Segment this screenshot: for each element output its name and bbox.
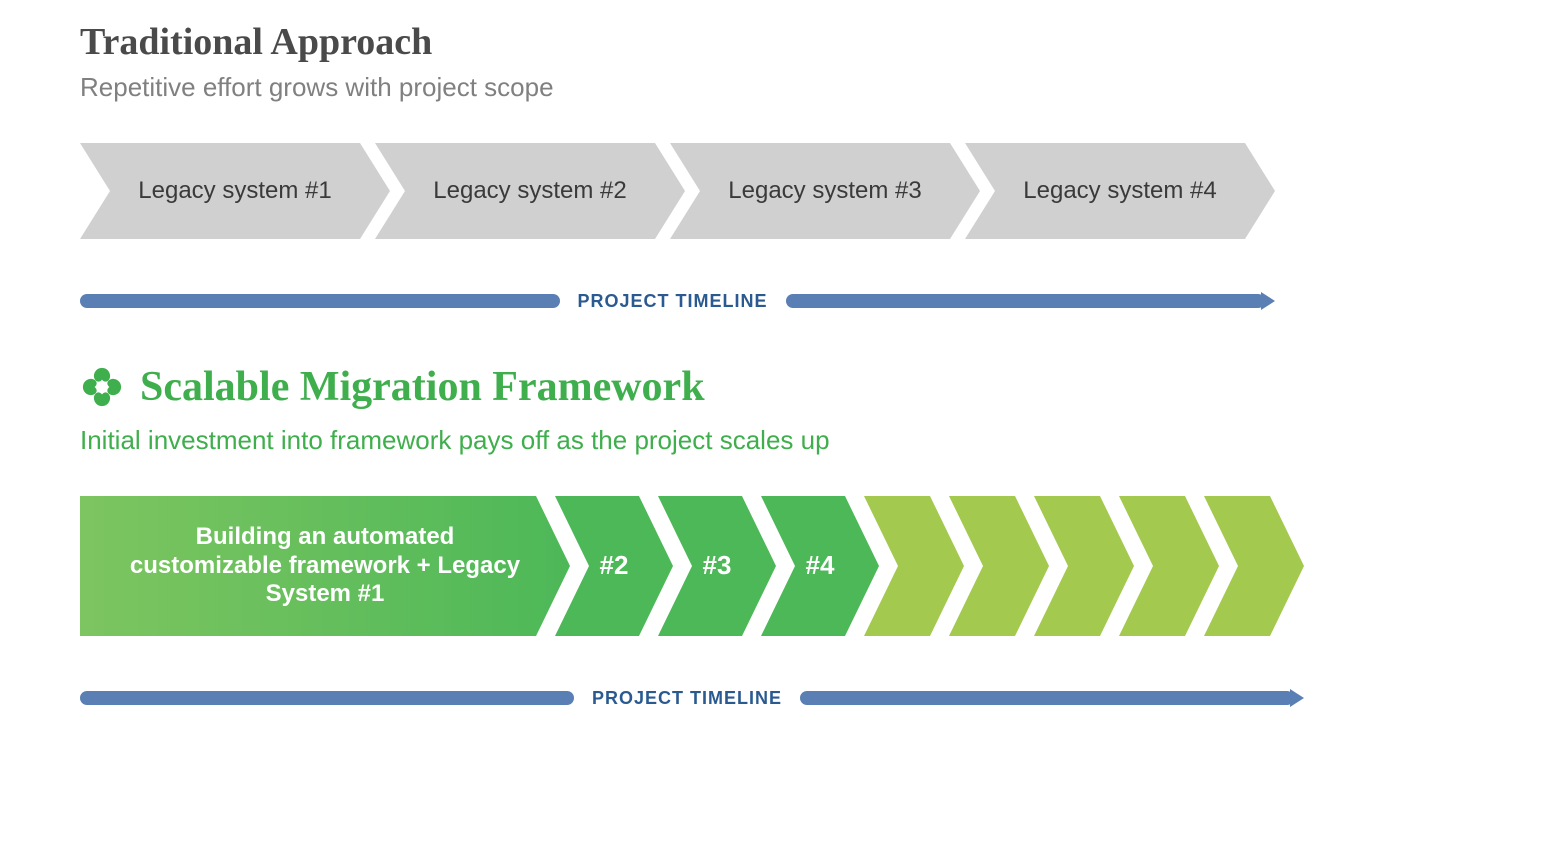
traditional-timeline: PROJECT TIMELINE: [80, 289, 1275, 313]
scalable-subtitle: Initial investment into framework pays o…: [80, 425, 1472, 456]
chevron-step: Legacy system #2: [375, 143, 685, 239]
traditional-chevron-row: Legacy system #1 Legacy system #2 Legacy s…: [80, 143, 1275, 239]
chevron-label: Legacy system #2: [413, 177, 646, 206]
traditional-title: Traditional Approach: [80, 20, 1472, 64]
chevron-step: Legacy system #4: [965, 143, 1275, 239]
chevron-label: Legacy system #1: [118, 177, 351, 206]
scalable-title: Scalable Migration Framework: [140, 363, 705, 411]
chevron-step: #3: [658, 496, 776, 636]
traditional-section: Traditional Approach Repetitive effort g…: [80, 20, 1472, 313]
timeline-label: PROJECT TIMELINE: [574, 688, 800, 709]
timeline-bar-right: [800, 691, 1294, 705]
timeline-arrowhead-icon: [1290, 689, 1304, 707]
scalable-timeline: PROJECT TIMELINE: [80, 686, 1304, 710]
scalable-chevron-row: Building an automated customizable frame…: [80, 496, 1304, 636]
chevron-label: Legacy system #3: [708, 177, 941, 206]
chevron-step: #4: [761, 496, 879, 636]
chevron-step: Legacy system #3: [670, 143, 980, 239]
chevron-label: #2: [580, 550, 649, 581]
timeline-bar-left: [80, 294, 560, 308]
timeline-label: PROJECT TIMELINE: [560, 291, 786, 312]
chevron-step: Building an automated customizable frame…: [80, 496, 570, 636]
chevron-label: Building an automated customizable frame…: [100, 523, 549, 609]
chevron-label: Legacy system #4: [1003, 177, 1236, 206]
clover-icon: [80, 365, 124, 409]
chevron-label: #4: [786, 550, 855, 581]
chevron-label: #3: [683, 550, 752, 581]
scalable-title-row: Scalable Migration Framework: [80, 363, 1472, 411]
scalable-section: Scalable Migration Framework Initial inv…: [80, 363, 1472, 710]
timeline-bar-left: [80, 691, 574, 705]
timeline-arrowhead-icon: [1261, 292, 1275, 310]
chevron-step: #2: [555, 496, 673, 636]
timeline-bar-right: [786, 294, 1266, 308]
chevron-step: Legacy system #1: [80, 143, 390, 239]
chevron-step: [1204, 496, 1304, 636]
traditional-subtitle: Repetitive effort grows with project sco…: [80, 72, 1472, 103]
